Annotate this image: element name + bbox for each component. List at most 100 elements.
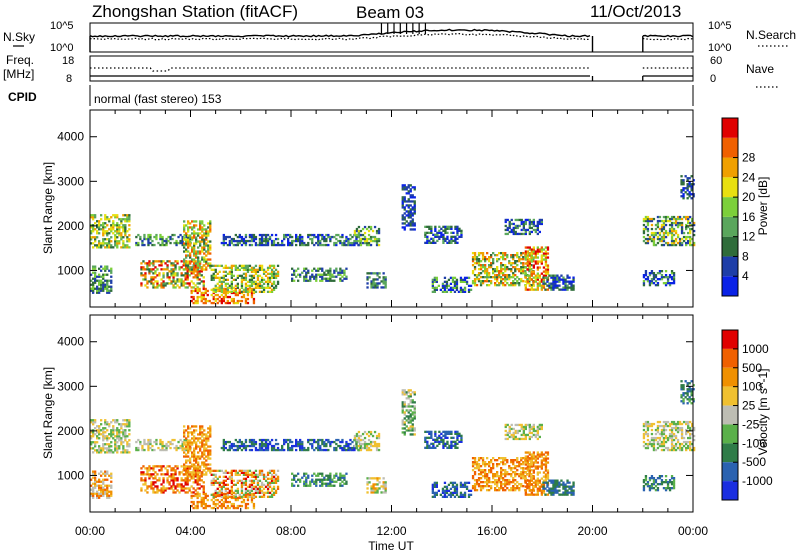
power-cell: [126, 244, 129, 247]
power-cell: [424, 235, 427, 238]
power-cell: [150, 280, 153, 283]
velocity-cell: [453, 481, 457, 484]
power-cell: [185, 250, 188, 253]
power-cell: [502, 264, 505, 267]
velocity-cell: [212, 500, 215, 504]
velocity-cell: [106, 478, 109, 481]
velocity-cell: [183, 441, 186, 444]
power-cell: [126, 220, 129, 223]
power-cell: [443, 290, 447, 293]
velocity-cell: [262, 444, 266, 448]
power-cell: [104, 273, 107, 276]
velocity-cell: [440, 432, 443, 435]
power-cell: [203, 252, 206, 255]
power-cell: [106, 232, 109, 235]
power-cell: [112, 220, 115, 223]
velocity-cell: [307, 446, 310, 450]
power-cell: [189, 252, 192, 255]
power-cell: [157, 241, 160, 245]
power-cell: [185, 256, 188, 259]
power-cell: [522, 258, 525, 261]
velocity-cell: [276, 448, 280, 452]
power-cell: [321, 267, 324, 270]
power-cell: [660, 223, 664, 227]
velocity-cell: [234, 438, 237, 442]
velocity-cell: [193, 441, 196, 444]
power-cell: [441, 286, 445, 289]
power-cell: [246, 301, 250, 305]
power-cell: [477, 272, 481, 275]
power-cell: [110, 224, 113, 227]
power-cell: [209, 264, 212, 267]
velocity-cell: [201, 441, 204, 444]
velocity-cell: [168, 465, 171, 468]
power-cell: [522, 264, 525, 267]
velocity-cell: [200, 500, 203, 504]
velocity-cell: [232, 494, 235, 498]
velocity-cell: [187, 455, 190, 458]
velocity-cell: [345, 440, 348, 444]
power-cell: [311, 273, 314, 276]
velocity-cell: [92, 447, 95, 450]
velocity-cell: [266, 477, 270, 480]
velocity-cell: [317, 448, 320, 452]
velocity-cell: [268, 485, 272, 488]
velocity-cell: [244, 502, 248, 506]
velocity-cell: [228, 471, 231, 474]
power-cell: [301, 241, 304, 245]
velocity-cell: [435, 493, 438, 496]
velocity-cell: [94, 443, 97, 446]
power-cell: [224, 287, 227, 291]
velocity-cell: [436, 436, 439, 439]
power-cell: [228, 266, 231, 269]
power-cell: [456, 225, 459, 228]
velocity-cell: [258, 479, 262, 482]
power-cell: [532, 276, 535, 279]
velocity-cell: [289, 448, 292, 452]
velocity-cell: [455, 489, 459, 492]
power-cell: [236, 241, 239, 245]
power-cell: [479, 280, 483, 283]
power-cell: [193, 226, 196, 229]
power-cell: [299, 237, 302, 241]
velocity-cell: [205, 463, 208, 466]
velocity-cell: [154, 481, 157, 484]
power-cell: [644, 219, 648, 223]
power-cell: [106, 218, 109, 221]
power-cell: [367, 225, 371, 229]
power-cell: [190, 260, 193, 263]
velocity-cell: [160, 473, 163, 476]
power-cell: [244, 284, 248, 287]
velocity-cell: [434, 446, 437, 449]
power-cell: [654, 227, 658, 231]
power-cell: [230, 266, 233, 269]
velocity-cell: [270, 448, 274, 452]
colorbar-swatch: [722, 177, 738, 198]
power-cell: [646, 223, 650, 227]
velocity-cell: [434, 432, 437, 435]
power-cell: [369, 225, 373, 229]
velocity-cell: [428, 436, 431, 439]
power-cell: [188, 274, 191, 277]
velocity-cell: [248, 440, 252, 444]
power-cell: [542, 282, 545, 285]
power-cell: [566, 284, 569, 287]
velocity-cell: [182, 489, 185, 492]
power-cell: [538, 220, 541, 224]
power-cell: [666, 233, 670, 237]
power-cell: [207, 262, 210, 265]
power-cell: [246, 266, 250, 269]
power-cell: [191, 246, 194, 249]
power-cell: [207, 226, 210, 229]
velocity-cell: [430, 434, 433, 437]
power-cell: [189, 234, 192, 237]
power-cell: [672, 278, 676, 281]
velocity-cell: [441, 491, 445, 494]
velocity-cell: [299, 478, 302, 481]
velocity-cell: [156, 485, 159, 488]
velocity-cell: [405, 405, 408, 408]
velocity-cell: [331, 440, 334, 444]
power-cell: [248, 290, 252, 293]
velocity-cell: [345, 448, 348, 452]
power-cell: [206, 299, 209, 303]
